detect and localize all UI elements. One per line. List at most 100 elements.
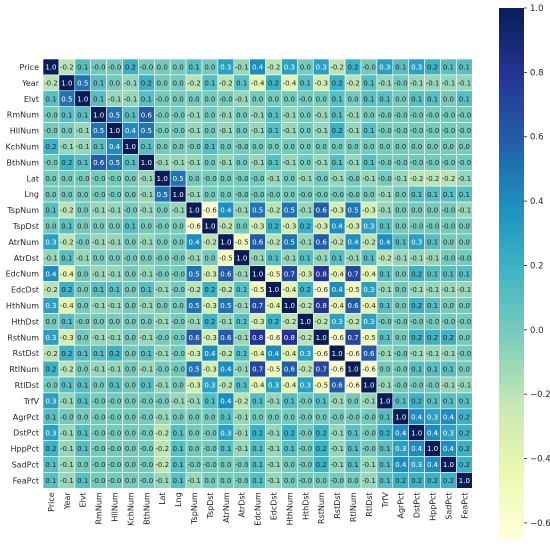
cell-value-label: 0.0 <box>268 413 279 421</box>
cell-value-label: -0.4 <box>60 302 74 310</box>
column-label: KchNum <box>126 492 135 526</box>
cell-value-label: 0.6 <box>93 159 105 167</box>
cell-value-label: -0.0 <box>155 111 169 119</box>
cell-value-label: -0.1 <box>219 318 233 326</box>
cell-value-label: 0.0 <box>459 366 470 374</box>
cell-value-label: -0.4 <box>251 79 265 87</box>
cell-value-label: 0.0 <box>395 334 406 342</box>
cell-value-label: 0.0 <box>109 318 120 326</box>
cell-value-label: -0.1 <box>378 350 392 358</box>
cell-value-label: -0.0 <box>410 223 424 231</box>
cell-value-label: -0.0 <box>458 350 472 358</box>
cell-value-label: -0.1 <box>378 207 392 215</box>
colorbar-tick-label: 0.2 <box>530 261 544 271</box>
cell-value-label: -0.0 <box>378 127 392 135</box>
colorbar: 1.0 0.8 0.6 0.4 0.2 0.0 −0.2 −0.4 −0.6 <box>499 4 550 539</box>
cell-value-label: -0.0 <box>394 382 408 390</box>
row-label: RmNum <box>7 111 39 120</box>
cell-value-label: 0.1 <box>427 270 438 278</box>
cell-value-label: 0.0 <box>125 318 136 326</box>
cell-value-label: 0.3 <box>300 382 311 390</box>
cell-value-label: -0.1 <box>410 79 424 87</box>
cell-value-label: 0.0 <box>173 143 184 151</box>
row-label: FeaPct <box>13 476 39 485</box>
cell-value-label: -0.0 <box>346 413 360 421</box>
cell-value-label: 0.1 <box>427 366 438 374</box>
row-label: SadPct <box>12 460 39 469</box>
cell-value-label: -0.1 <box>60 477 74 485</box>
cell-value-label: -0.1 <box>378 286 392 294</box>
cell-value-label: 0.0 <box>268 95 279 103</box>
cell-value-label: -0.2 <box>219 286 233 294</box>
cell-value-label: 0.0 <box>157 207 168 215</box>
cell-value-label: -0.1 <box>155 382 169 390</box>
cell-value-label: -0.1 <box>76 127 90 135</box>
cell-value-label: 1.0 <box>443 461 454 469</box>
cell-value-label: -0.0 <box>426 111 440 119</box>
column-label: HllNum <box>111 492 120 522</box>
cell-value-label: -0.2 <box>299 366 313 374</box>
cell-value-label: 0.2 <box>459 429 470 437</box>
cell-value-label: 0.0 <box>236 223 247 231</box>
column-label: HppPct <box>429 492 438 521</box>
cell-value-label: 0.2 <box>268 79 279 87</box>
cell-value-label: -0.0 <box>155 334 169 342</box>
cell-value-label: 0.0 <box>93 254 104 262</box>
cell-value-label: 0.1 <box>459 270 470 278</box>
cell-value-label: -0.1 <box>187 111 201 119</box>
row-label: TspDst <box>12 222 39 231</box>
cell-value-label: 1.0 <box>141 159 152 167</box>
cell-value-label: 0.2 <box>427 477 438 485</box>
cell-value-label: -0.0 <box>108 175 122 183</box>
column-label: Year <box>63 492 72 511</box>
cell-value-label: -0.5 <box>251 286 265 294</box>
cell-value-label: -0.2 <box>314 318 328 326</box>
cell-value-label: 0.2 <box>316 445 327 453</box>
cell-value-label: 0.0 <box>125 175 136 183</box>
row-label: EdcNum <box>6 270 40 279</box>
cell-value-label: 1.0 <box>268 286 279 294</box>
cell-value-label: 0.5 <box>109 159 120 167</box>
cell-value-label: -0.0 <box>124 254 138 262</box>
cell-value-label: 0.1 <box>77 159 88 167</box>
cell-value-label: -0.1 <box>314 254 328 262</box>
cell-value-label: 1.0 <box>284 302 295 310</box>
cell-value-label: -0.1 <box>251 254 265 262</box>
cell-value-label: 0.5 <box>347 207 358 215</box>
cell-value-label: 0.3 <box>363 223 374 231</box>
cell-value-label: -0.0 <box>108 429 122 437</box>
cell-value-label: -0.1 <box>60 397 74 405</box>
cell-value-label: -0.4 <box>283 350 297 358</box>
cell-value-label: 0.4 <box>220 207 232 215</box>
cell-value-label: 0.1 <box>173 445 184 453</box>
cell-value-label: 0.1 <box>379 461 390 469</box>
cell-value-label: -0.0 <box>394 318 408 326</box>
cell-value-label: -0.3 <box>330 207 344 215</box>
cell-value-label: 0.1 <box>379 223 390 231</box>
cell-value-label: 1.0 <box>77 95 88 103</box>
cell-value-label: -0.2 <box>60 207 74 215</box>
cell-value-label: 0.0 <box>188 429 199 437</box>
cell-value-label: 0.0 <box>347 477 358 485</box>
cell-value-label: 0.0 <box>459 302 470 310</box>
cell-value-label: -0.0 <box>171 318 185 326</box>
cell-value-label: -0.0 <box>171 270 185 278</box>
cell-value-label: 0.1 <box>220 445 231 453</box>
cell-value-label: 0.1 <box>141 143 152 151</box>
row-labels: Price Year Elvt RmNum HllNum KchNum BthNum Lat L… <box>5 63 39 485</box>
cell-value-label: -0.1 <box>299 175 313 183</box>
row-label: EdcDst <box>11 286 39 295</box>
cell-value-label: 0.1 <box>204 143 215 151</box>
cell-value-label: -0.0 <box>155 366 169 374</box>
cell-value-label: -0.1 <box>299 207 313 215</box>
cell-value-label: -0.0 <box>299 461 313 469</box>
cell-value-label: 0.0 <box>77 270 88 278</box>
cell-value-label: -0.0 <box>108 191 122 199</box>
cell-value-label: -0.0 <box>44 382 58 390</box>
cell-value-label: -0.1 <box>458 382 472 390</box>
cell-value-label: -0.1 <box>267 477 281 485</box>
cell-value-label: 0.1 <box>379 477 390 485</box>
cell-value-label: -0.2 <box>187 286 201 294</box>
cell-value-label: -0.6 <box>330 334 344 342</box>
cell-value-label: -0.1 <box>378 79 392 87</box>
